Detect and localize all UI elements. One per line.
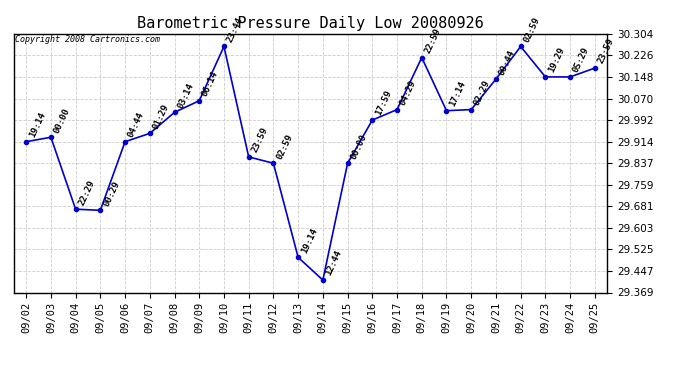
Text: 22:29: 22:29 (77, 178, 97, 206)
Text: 04:44: 04:44 (126, 111, 146, 139)
Text: 04:29: 04:29 (398, 79, 418, 107)
Title: Barometric Pressure Daily Low 20080926: Barometric Pressure Daily Low 20080926 (137, 16, 484, 31)
Text: 17:59: 17:59 (374, 89, 393, 117)
Text: 23:59: 23:59 (250, 126, 270, 154)
Text: 00:29: 00:29 (101, 179, 121, 207)
Text: Copyright 2008 Cartronics.com: Copyright 2008 Cartronics.com (15, 35, 160, 44)
Text: 05:29: 05:29 (571, 46, 591, 74)
Text: 00:00: 00:00 (349, 132, 368, 160)
Text: 23:59: 23:59 (596, 37, 615, 65)
Text: 02:59: 02:59 (522, 15, 542, 44)
Text: 19:29: 19:29 (546, 46, 566, 74)
Text: 22:59: 22:59 (423, 27, 443, 55)
Text: 00:44: 00:44 (497, 48, 517, 76)
Text: 17:14: 17:14 (448, 80, 467, 108)
Text: 06:14: 06:14 (201, 70, 220, 98)
Text: 03:14: 03:14 (176, 81, 195, 110)
Text: 12:44: 12:44 (324, 249, 344, 277)
Text: 01:29: 01:29 (151, 102, 170, 130)
Text: 19:14: 19:14 (28, 111, 47, 139)
Text: 00:00: 00:00 (52, 106, 72, 135)
Text: 19:14: 19:14 (299, 226, 319, 255)
Text: 02:59: 02:59 (275, 132, 295, 160)
Text: 23:44: 23:44 (226, 15, 245, 44)
Text: 02:29: 02:29 (473, 79, 492, 107)
